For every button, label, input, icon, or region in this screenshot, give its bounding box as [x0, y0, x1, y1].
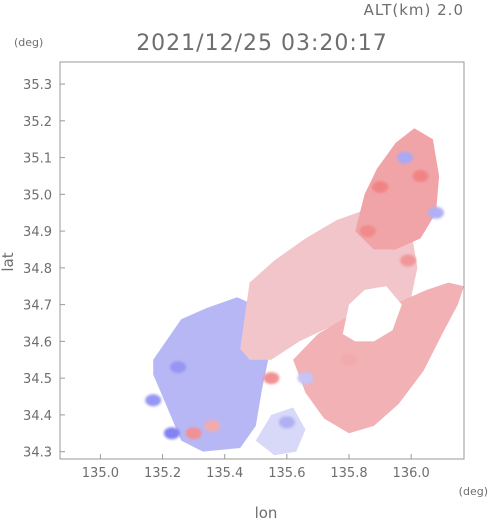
y-tick-label: 34.9	[23, 225, 52, 240]
x-axis: 135.0 135.2 135.4 135.6 135.8 136.0	[82, 454, 430, 481]
echo-cell-13	[400, 254, 417, 267]
y-tick-label: 34.6	[23, 335, 52, 350]
echo-region-echo-free-gap	[342, 286, 402, 342]
y-tick-label: 35.2	[23, 115, 52, 130]
x-tick-label: 135.4	[206, 466, 243, 481]
x-tick-label: 135.8	[330, 466, 367, 481]
y-tick-label: 35.3	[23, 78, 52, 93]
plot-area	[145, 128, 464, 456]
echo-cell-9	[397, 151, 413, 164]
chart-title: 2021/12/25 03:20:17	[136, 31, 388, 56]
x-unit-label: (deg)	[459, 485, 488, 498]
echo-cell-6	[278, 416, 295, 429]
echo-region-southeast-receding	[293, 282, 464, 434]
x-axis-title: lon	[255, 504, 278, 521]
echo-cell-1	[185, 427, 202, 440]
y-axis-title: lat	[0, 252, 17, 271]
echo-region-southwest-approaching	[153, 297, 269, 452]
echo-cell-4	[204, 419, 221, 432]
y-tick-label: 34.8	[23, 262, 52, 277]
echo-cell-8	[412, 170, 429, 182]
echo-cell-14	[235, 383, 252, 396]
y-axis: 35.3 35.2 35.1 35.0 34.9 34.8 34.7 34.6 34.5 34.4…	[23, 78, 65, 461]
y-tick-label: 35.0	[23, 188, 52, 203]
altitude-label: ALT(km) 2.0	[364, 1, 464, 19]
echo-region-southern-mixed	[255, 407, 306, 456]
x-tick-label: 135.6	[268, 466, 305, 481]
echo-cell-15	[297, 372, 314, 385]
echo-cell-5	[263, 372, 280, 385]
y-tick-label: 34.7	[23, 299, 52, 314]
echo-cell-3	[170, 361, 187, 374]
y-tick-label: 34.4	[23, 409, 52, 424]
y-unit-label: (deg)	[14, 36, 43, 49]
y-tick-label: 34.5	[23, 372, 52, 387]
echo-cell-2	[145, 394, 162, 407]
plot-frame	[59, 61, 465, 460]
echo-cell-11	[341, 353, 357, 366]
echo-cell-10	[359, 225, 376, 238]
echo-cell-7	[372, 181, 389, 193]
echo-cell-0	[163, 427, 180, 440]
x-tick-label: 135.2	[144, 466, 181, 481]
echo-region-northeast-receding	[355, 128, 440, 250]
x-tick-label: 136.0	[393, 466, 430, 481]
echo-cell-12	[428, 206, 444, 219]
y-tick-label: 35.1	[23, 152, 52, 167]
x-tick-label: 135.0	[82, 466, 119, 481]
y-tick-label: 34.3	[23, 446, 52, 461]
